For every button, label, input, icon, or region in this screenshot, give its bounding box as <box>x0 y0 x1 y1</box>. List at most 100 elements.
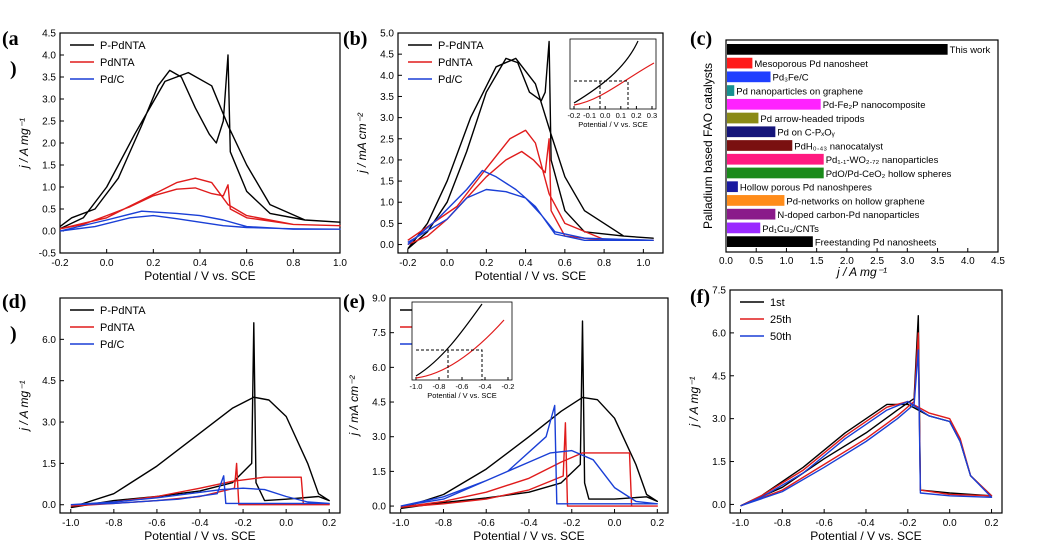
y-tick-label: 3.0 <box>42 418 56 429</box>
x-tick-label: 2.0 <box>840 256 854 267</box>
inset-line-red <box>415 319 505 379</box>
y-tick-label: 3.0 <box>380 113 394 124</box>
series-line-pdnta <box>70 462 330 507</box>
bar <box>727 44 948 55</box>
panel-label: (a <box>2 28 19 50</box>
x-tick-label: 0.6 <box>558 258 572 269</box>
inset-x-tick-label: -0.2 <box>502 382 515 391</box>
bar-label: Pd-networks on hollow graphene <box>786 196 924 207</box>
y-tick-label: -0.5 <box>39 249 57 260</box>
bar-label: PdO/Pd-CeO₂ hollow spheres <box>826 169 952 180</box>
x-tick-label: 3.5 <box>931 256 945 267</box>
panel-f: (f) -1.0 -0.8 -0.6 -0.4 -0.2 0.0 0.2 0.0 1.5 3.0 4.… <box>687 286 1003 543</box>
series-line-p-pdnta <box>59 54 341 230</box>
y-tick-label: 1.0 <box>380 198 394 209</box>
y-tick-label: 2.0 <box>42 139 56 150</box>
bar-label: Hollow porous Pd nanoshperes <box>740 183 872 194</box>
series-line-pd-c <box>407 169 654 246</box>
x-tick-label: -1.0 <box>62 518 80 529</box>
inset-x-axis-label: Potential / V vs. SCE <box>427 391 497 400</box>
x-tick-label: 0.2 <box>650 518 664 529</box>
bar-label: Pd-Fe₂P nanocomposite <box>823 100 926 111</box>
inset-x-tick-label: -0.4 <box>479 382 492 391</box>
legend-label: P-PdNTA <box>100 40 146 52</box>
x-tick-label: 0.0 <box>279 518 293 529</box>
legend-label: Pd/C <box>100 339 125 351</box>
inset-dashed-guides <box>416 349 483 380</box>
y-axis-label: j / mA cm⁻² <box>347 375 361 438</box>
y-tick-label: 7.5 <box>712 286 726 297</box>
bar <box>727 195 785 206</box>
y-tick-label: 4.0 <box>42 51 56 62</box>
panel-b: (b) -0.2 0.0 0.2 0.4 0.6 0.8 1.0 0.0 0.5 1.0 1.5 2.0… <box>343 28 664 283</box>
y-tick-label: 6.0 <box>712 328 726 339</box>
y-axis-label: Palladium based FAO catalysts <box>701 63 715 229</box>
y-axis-label: j / A mg⁻¹ <box>17 380 31 432</box>
x-tick-label: 0.0 <box>100 258 114 269</box>
legend-label: Pd/C <box>100 74 125 86</box>
x-tick-label: 3.0 <box>900 256 914 267</box>
x-tick-label: -1.0 <box>732 518 750 529</box>
bar <box>727 112 759 124</box>
legend-label: PdNTA <box>438 57 473 69</box>
x-tick-label: -0.2 <box>399 258 417 269</box>
y-tick-label: 0.5 <box>380 219 394 230</box>
inset-x-tick-label: 0.2 <box>631 111 641 120</box>
x-axis-label: Potential / V vs. SCE <box>144 269 255 283</box>
y-tick-label: 1.5 <box>42 161 56 172</box>
x-tick-label: 4.0 <box>961 256 975 267</box>
x-tick-label: -0.8 <box>435 518 453 529</box>
inset-x-tick-label: -0.6 <box>456 382 469 391</box>
legend-label: PdNTA <box>100 57 135 69</box>
y-tick-label: 2.5 <box>380 134 394 145</box>
bar-label: Pd₁Cu₃/CNTs <box>762 224 819 235</box>
x-tick-label: 0.2 <box>322 518 336 529</box>
x-tick-label: 1.5 <box>810 256 824 267</box>
y-tick-label: 0.0 <box>42 500 56 511</box>
x-axis-label: Potential / V vs. SCE <box>810 529 921 543</box>
inset-x-axis-label: Potential / V vs. SCE <box>578 120 648 129</box>
y-tick-label: 9.0 <box>372 294 386 305</box>
legend-label: 1st <box>770 297 785 309</box>
legend-label: Pd/C <box>438 74 463 86</box>
x-axis-label: Potential / V vs. SCE <box>144 529 255 543</box>
x-tick-label: 0.2 <box>146 258 160 269</box>
inset-line-black <box>415 303 483 377</box>
bar-label: N-doped carbon-Pd nanoparticles <box>777 210 919 221</box>
x-tick-label: 0.0 <box>440 258 454 269</box>
inset-x-tick-label: -0.8 <box>433 382 446 391</box>
x-tick-label: 0.4 <box>193 258 207 269</box>
legend-label: 50th <box>770 331 791 343</box>
x-axis-label: Potential / V vs. SCE <box>473 529 584 543</box>
y-tick-label: 1.5 <box>42 459 56 470</box>
panel-label: (e) <box>343 291 365 313</box>
x-tick-label: -1.0 <box>392 518 410 529</box>
x-tick-label: 0.6 <box>240 258 254 269</box>
x-axis-label: Potential / V vs. SCE <box>475 269 586 283</box>
legend-label: P-PdNTA <box>100 305 146 317</box>
series-line-50th <box>740 349 993 507</box>
inset-x-tick-label: -1.0 <box>410 382 423 391</box>
inset-dashed-guides <box>574 80 629 109</box>
y-tick-label: 1.5 <box>712 457 726 468</box>
x-tick-label: -0.6 <box>816 518 834 529</box>
x-tick-label: 0.5 <box>749 256 763 267</box>
panel-a: (a) -0.2 0.0 0.2 0.4 0.6 0.8 1.0 -0.5 0.0 0.5 1.0 1.… <box>2 28 347 283</box>
x-tick-label: 1.0 <box>779 256 793 267</box>
bar-label: PdH₀.₄₃ nanocatalyst <box>794 141 883 152</box>
x-tick-label: 0.4 <box>519 258 533 269</box>
bar-label: Freestanding Pd nanosheets <box>815 238 937 249</box>
y-axis-label: j / A mg⁻¹ <box>17 118 31 170</box>
bar <box>727 126 776 138</box>
bar <box>727 85 735 96</box>
inset-x-tick-label: 0.3 <box>647 111 657 120</box>
x-tick-label: -0.4 <box>857 518 875 529</box>
bar <box>727 222 761 234</box>
x-tick-label: 0.8 <box>286 258 300 269</box>
bar <box>727 153 824 165</box>
inset-line-red <box>573 62 655 106</box>
y-tick-label: 4.5 <box>42 376 56 387</box>
x-axis-label: j / A mg⁻¹ <box>835 265 887 279</box>
bar-label: Pd arrow-headed tripods <box>760 114 864 125</box>
